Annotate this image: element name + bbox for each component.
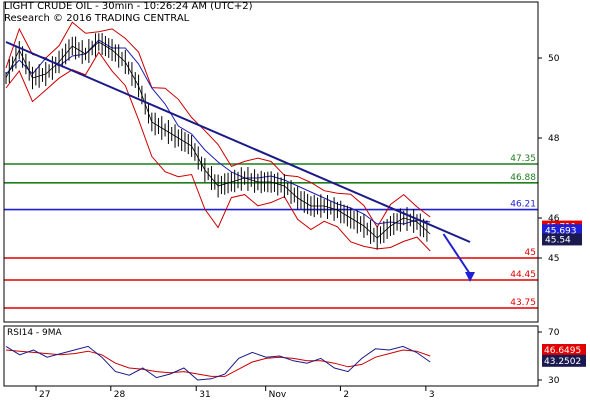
time-tick-label: 3 [429, 390, 435, 400]
moving-average [5, 39, 431, 225]
rsi-frame [3, 325, 539, 387]
rsi-tick-label: 70 [548, 328, 560, 338]
forecast-arrow-shaft [442, 233, 471, 275]
chart-title: LIGHT CRUDE OIL - 30min - 10:26:24 AM (U… [4, 1, 253, 12]
axes: 50 48 46 45 27 28 31 Nov 2 3 [3, 1, 560, 400]
level-label: 45 [525, 248, 536, 258]
chart-subtitle: Research © 2016 TRADING CENTRAL [4, 13, 190, 24]
level-label: 46.88 [510, 173, 536, 183]
price-tick-label: 46 [548, 214, 560, 224]
rsi-tick-label: 30 [548, 376, 560, 386]
time-tick-label: 27 [39, 390, 50, 400]
rsi-ma-box [542, 354, 586, 367]
time-tick-label: 2 [343, 390, 349, 400]
price-panel: 47.3546.8846.214544.4543.7545.71145.6934… [4, 21, 582, 309]
rsi-line [5, 345, 431, 381]
bollinger-lower [5, 51, 431, 252]
time-tick-label: 31 [199, 390, 210, 400]
rsi-ma-line [5, 349, 431, 377]
time-tick-label: Nov [269, 390, 287, 400]
bollinger-upper [5, 21, 431, 229]
price-box-label: 45.693 [545, 226, 577, 236]
price-line [5, 41, 431, 239]
trendline [5, 41, 471, 243]
price-box-label: 45.54 [545, 235, 571, 245]
price-box [542, 233, 582, 246]
price-tick-label: 50 [548, 54, 560, 64]
rsi-ma-label: 43.2502 [544, 357, 581, 367]
price-frame [3, 1, 539, 323]
time-tick-label: 28 [114, 390, 126, 400]
price-tick-label: 45 [548, 254, 559, 264]
price-box [542, 224, 582, 237]
level-label: 46.21 [510, 200, 536, 210]
price-tick-label: 48 [548, 134, 560, 144]
rsi-value-label: 46.6495 [544, 346, 581, 356]
rsi-title: RSI14 - 9MA [7, 328, 63, 338]
level-label: 43.75 [510, 298, 536, 308]
rsi-value-box [542, 344, 586, 356]
level-label: 44.45 [510, 270, 536, 280]
level-label: 47.35 [510, 154, 536, 164]
forecast-arrow-head [465, 272, 475, 282]
